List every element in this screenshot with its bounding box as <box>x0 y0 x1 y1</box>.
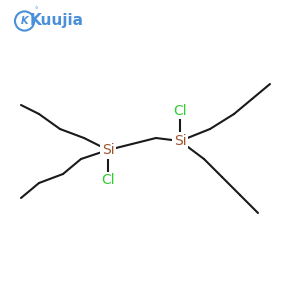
Text: Si: Si <box>102 143 114 157</box>
Text: Cl: Cl <box>101 173 115 187</box>
Text: Si: Si <box>174 134 186 148</box>
Text: °: ° <box>34 7 38 13</box>
Text: Kuujia: Kuujia <box>30 14 84 28</box>
Text: Cl: Cl <box>173 104 187 118</box>
Text: K: K <box>21 16 28 26</box>
